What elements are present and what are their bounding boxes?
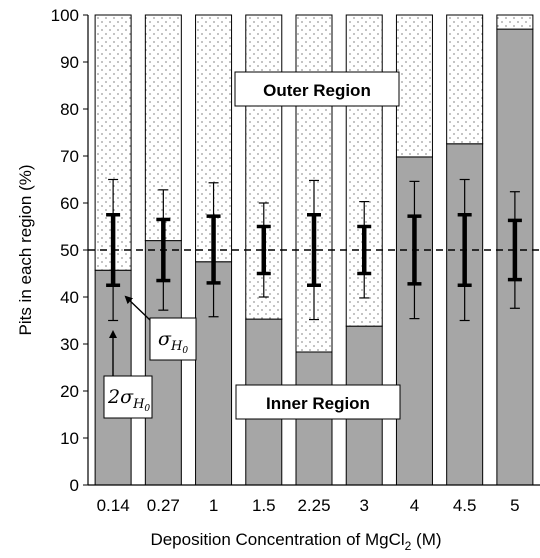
x-tick-label: 4.5 [453,496,477,515]
error-bar [307,179,321,321]
x-axis-title: Deposition Concentration of MgCl2 (M) [150,530,441,553]
y-tick-label: 100 [51,6,79,25]
bar-outer-region [395,14,433,158]
x-tick-label: 0.27 [147,496,180,515]
labels-layer: Pits in each region (%) Deposition Concen… [16,71,442,553]
error-bar [407,180,422,320]
sigma-arrow [124,295,151,321]
error-bar [357,200,372,299]
inner-region-annotation: Inner Region [235,384,401,420]
x-tick-label: 4 [410,496,419,515]
y-tick-label: 90 [60,53,79,72]
x-tick-label: 1.5 [252,496,276,515]
error-bar [206,182,221,318]
y-tick-label: 60 [60,194,79,213]
y-tick-label: 0 [70,476,79,495]
x-tick-label: 2.25 [297,496,330,515]
error-bar [156,189,171,311]
inner-region-box [235,384,401,420]
axes-layer: 0 10 20 30 40 50 60 70 80 90 100 0.14 0.27 1 1.5 2.25 3 4… [51,6,540,515]
y-tick-label: 80 [60,100,79,119]
two-sigma-annotation: 2σH0 [103,330,153,419]
error-bar [256,202,271,298]
error-bar [457,178,472,322]
error-bar [106,178,121,322]
two-sigma-label: 2σH0 [107,386,150,414]
bar-outer-region [446,14,484,145]
error-bar [507,191,522,309]
sigma-box [149,317,197,361]
y-tick-label: 20 [60,382,79,401]
y-tick-label: 70 [60,147,79,166]
outer-region-label: Outer Region [263,81,371,100]
two-sigma-box [103,375,153,419]
x-tick-label: 5 [510,496,519,515]
y-tick-label: 30 [60,335,79,354]
outer-region-box [234,71,400,107]
x-tick-label: 0.14 [97,496,130,515]
bar-outer-region [496,14,534,30]
x-tick-label: 1 [209,496,218,515]
sigma-label: σH0 [158,328,188,356]
outer-region-annotation: Outer Region [234,71,400,107]
y-tick-label: 40 [60,288,79,307]
y-axis-title: Pits in each region (%) [16,164,35,335]
sigma-annotation: σH0 [124,295,197,361]
y-tick-label: 10 [60,429,79,448]
error-bars-layer [106,178,522,322]
y-tick-label: 50 [60,241,79,260]
x-tick-label: 3 [359,496,368,515]
inner-region-label: Inner Region [266,394,370,413]
